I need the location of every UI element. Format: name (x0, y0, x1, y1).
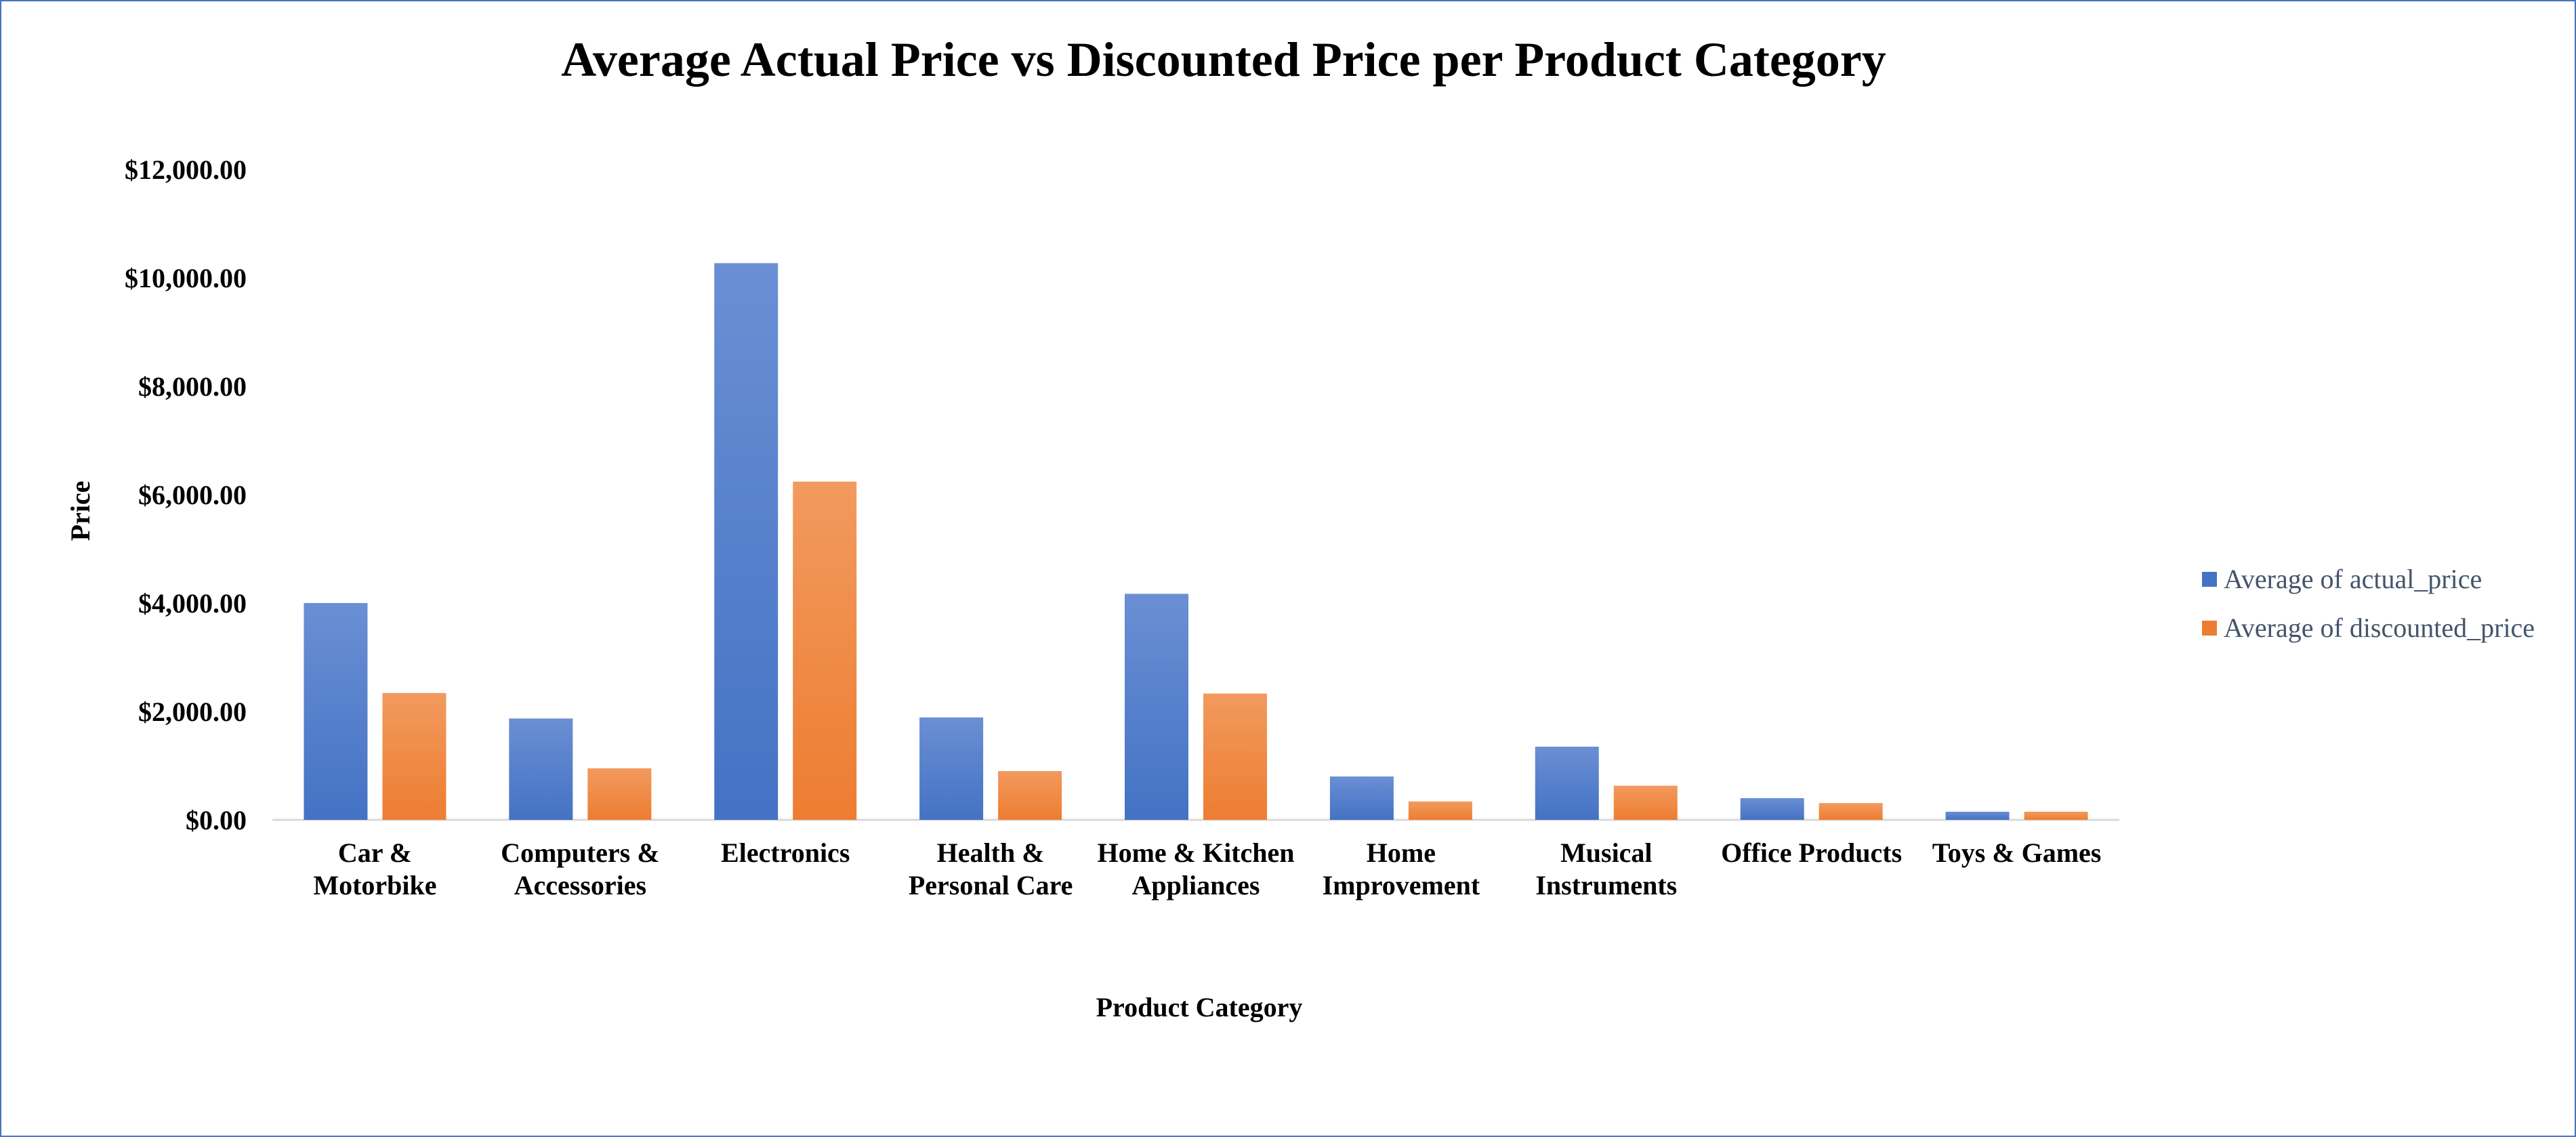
x-category-label: Health & (937, 837, 1045, 868)
y-axis: $0.00 $2,000.00 $4,000.00 $6,000.00 $8,000.0… (125, 154, 247, 835)
bar-actual-price (304, 603, 368, 820)
legend-swatch (2202, 621, 2217, 636)
x-category-label: Accessories (514, 870, 646, 900)
legend-label: Average of actual_price (2224, 564, 2482, 594)
chart-title: Average Actual Price vs Discounted Price… (561, 33, 1886, 87)
x-category-label: Musical (1560, 837, 1653, 868)
bar-discounted-price (587, 768, 652, 820)
x-axis: Car &Motorbike Computers &Accessories Elec… (313, 837, 2101, 900)
bar-actual-price (509, 718, 573, 820)
x-category-label: Improvement (1323, 870, 1480, 900)
x-category-label: Personal Care (909, 870, 1073, 900)
x-axis-title: Product Category (1096, 992, 1303, 1022)
y-tick-label: $8,000.00 (138, 371, 247, 402)
x-category-label: Toys & Games (1932, 837, 2102, 868)
y-tick-label: $6,000.00 (138, 480, 247, 510)
bar-actual-price (1740, 798, 1804, 820)
x-category-label: Appliances (1132, 870, 1260, 900)
x-category-label: Car & (338, 837, 412, 868)
bar-discounted-price (1408, 801, 1472, 820)
bar-discounted-price (1613, 785, 1678, 820)
bar-actual-price (1329, 776, 1394, 820)
bar-discounted-price (1819, 803, 1883, 820)
y-tick-label: $12,000.00 (125, 154, 247, 185)
bars-group (304, 263, 2088, 820)
legend: Average of actual_price Average of discou… (2202, 564, 2535, 643)
bar-actual-price (1945, 812, 2010, 820)
y-axis-title: Price (65, 481, 96, 541)
bar-discounted-price (793, 481, 857, 820)
bar-discounted-price (382, 692, 446, 820)
y-tick-label: $10,000.00 (125, 263, 247, 293)
bar-discounted-price (2024, 812, 2088, 820)
x-category-label: Instruments (1535, 870, 1677, 900)
bar-actual-price (714, 263, 778, 820)
bar-actual-price (919, 717, 984, 820)
legend-label: Average of discounted_price (2224, 613, 2535, 643)
bar-actual-price (1535, 747, 1599, 820)
x-category-label: Home & Kitchen (1097, 837, 1294, 868)
x-category-label: Computers & (501, 837, 659, 868)
x-category-label: Office Products (1721, 837, 1902, 868)
y-tick-label: $4,000.00 (138, 588, 247, 619)
bar-discounted-price (1203, 693, 1267, 820)
x-category-label: Electronics (721, 837, 850, 868)
bar-actual-price (1125, 594, 1188, 820)
x-category-label: Home (1367, 837, 1436, 868)
y-tick-label: $0.00 (186, 805, 247, 835)
bar-discounted-price (998, 771, 1062, 820)
y-tick-label: $2,000.00 (138, 697, 247, 727)
legend-swatch (2202, 572, 2217, 587)
x-category-label: Motorbike (313, 870, 436, 900)
